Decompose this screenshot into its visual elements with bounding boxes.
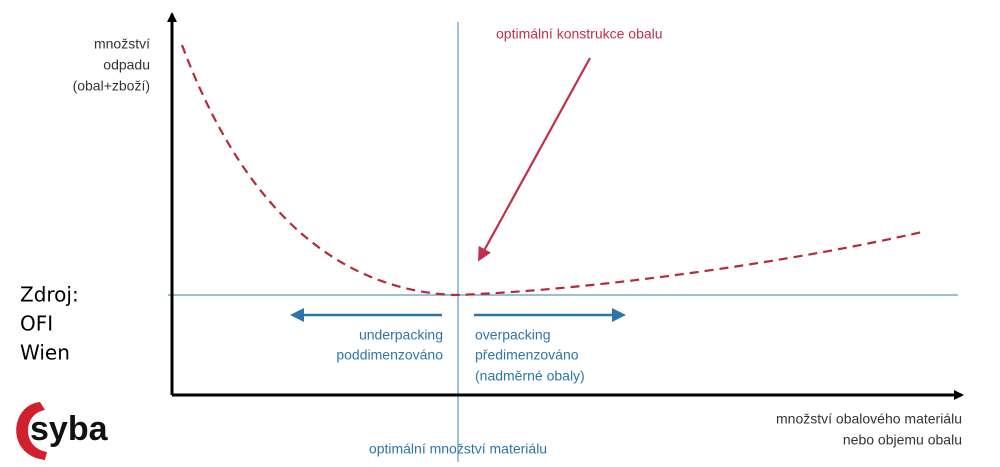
y-axis-label: odpadu [103,57,150,73]
waste-curve [180,44,923,297]
source: Zdroj: [20,283,79,307]
overpacking-label: (nadměrné obaly) [475,368,585,384]
source: Wien [20,341,70,365]
underpacking-label: poddimenzováno [336,347,443,363]
x-axis-label: množství obalového materiálu [776,411,962,427]
logo-swoosh [16,402,47,460]
underpacking-label: underpacking [359,327,443,343]
optimum-arrow [478,57,591,262]
optimum-annotation: optimální konstrukce obalu [496,26,663,42]
optimum-material-label: optimální množství materiálu [369,441,547,457]
logo: syba [30,410,109,448]
y-axis-label: množství [94,36,150,52]
y-axis-label: (obal+zboží) [73,78,150,94]
overpacking-label: předimenzováno [475,347,579,363]
x-axis-label: nebo objemu obalu [843,432,962,448]
source: OFI [20,312,53,336]
overpacking-label: overpacking [475,327,551,343]
